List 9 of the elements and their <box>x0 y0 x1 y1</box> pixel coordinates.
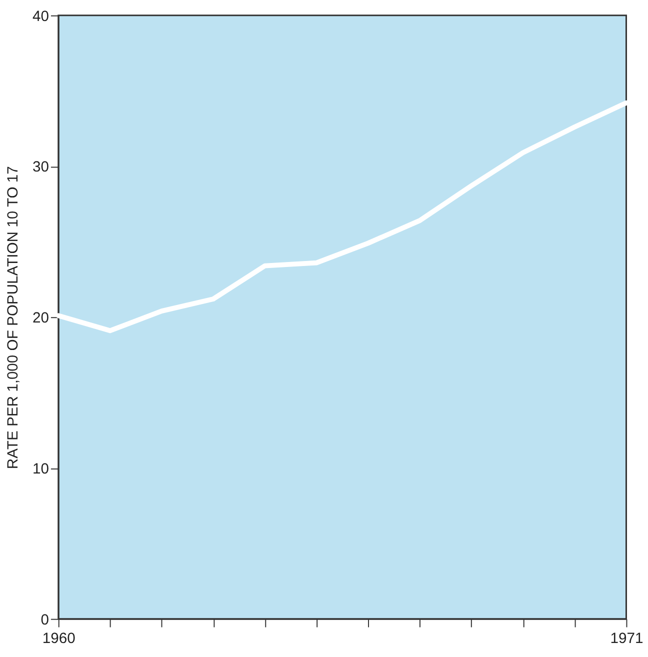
y-tick-label: 0 <box>40 612 49 628</box>
y-tick-label: 40 <box>32 8 49 25</box>
x-tick-label: 1960 <box>42 631 76 648</box>
y-axis-title: RATE PER 1,000 OF POPULATION 10 TO 17 <box>6 166 22 470</box>
y-tick-label: 30 <box>32 160 49 176</box>
y-tick-label: 10 <box>32 461 49 478</box>
x-tick-label: 1971 <box>610 631 644 648</box>
line-series <box>56 100 629 334</box>
y-tick-label: 20 <box>32 310 49 327</box>
